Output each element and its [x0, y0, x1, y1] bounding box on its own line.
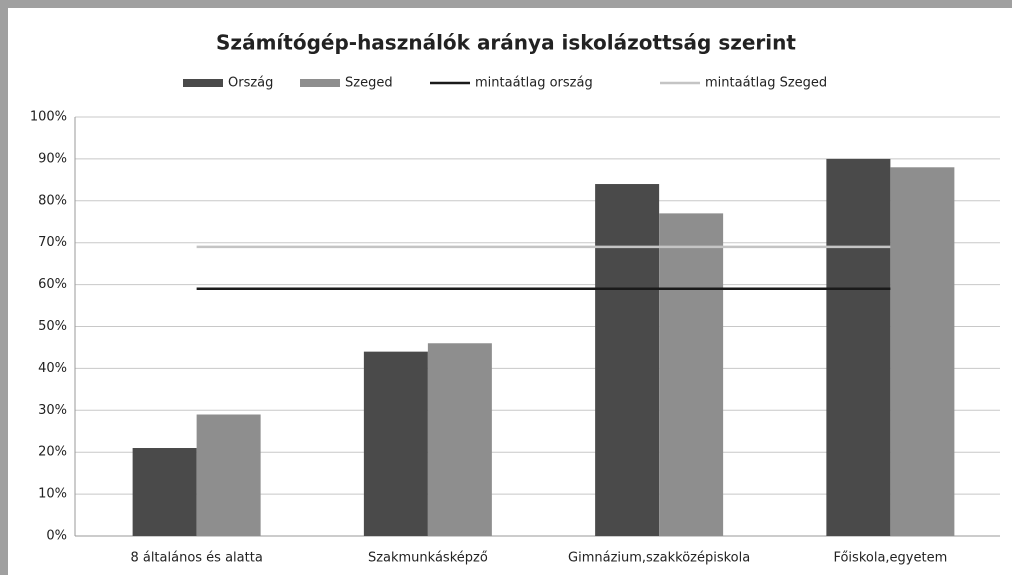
chart-title: Számítógép-használók aránya iskolázottsá…: [216, 31, 796, 55]
legend-label: Ország: [228, 76, 273, 91]
legend-swatch: [183, 79, 223, 87]
y-tick-label: 60%: [38, 277, 67, 292]
bar: [826, 158, 891, 536]
bar: [659, 213, 724, 536]
y-tick-label: 30%: [38, 403, 67, 418]
legend-swatch: [300, 79, 340, 87]
y-tick-label: 50%: [38, 319, 67, 334]
x-tick-label: Szakmunkásképző: [368, 551, 488, 566]
y-tick-label: 10%: [38, 487, 67, 502]
y-tick-label: 40%: [38, 361, 67, 376]
y-tick-label: 70%: [38, 235, 67, 250]
x-tick-label: 8 általános és alatta: [130, 551, 262, 566]
legend-label: mintaátlag ország: [475, 76, 593, 91]
bar: [427, 343, 492, 536]
bar: [890, 167, 955, 536]
bar: [196, 414, 261, 536]
y-tick-label: 20%: [38, 445, 67, 460]
legend-label: mintaátlag Szeged: [705, 76, 827, 91]
legend-label: Szeged: [345, 76, 393, 91]
bar: [132, 448, 197, 536]
bar: [363, 351, 428, 536]
y-tick-label: 100%: [30, 110, 67, 125]
bar: [595, 184, 660, 537]
y-tick-label: 80%: [38, 193, 67, 208]
y-tick-label: 0%: [46, 529, 67, 544]
x-tick-label: Gimnázium,szakközépiskola: [568, 551, 750, 566]
x-tick-label: Főiskola,egyetem: [833, 551, 947, 566]
y-tick-label: 90%: [38, 151, 67, 166]
